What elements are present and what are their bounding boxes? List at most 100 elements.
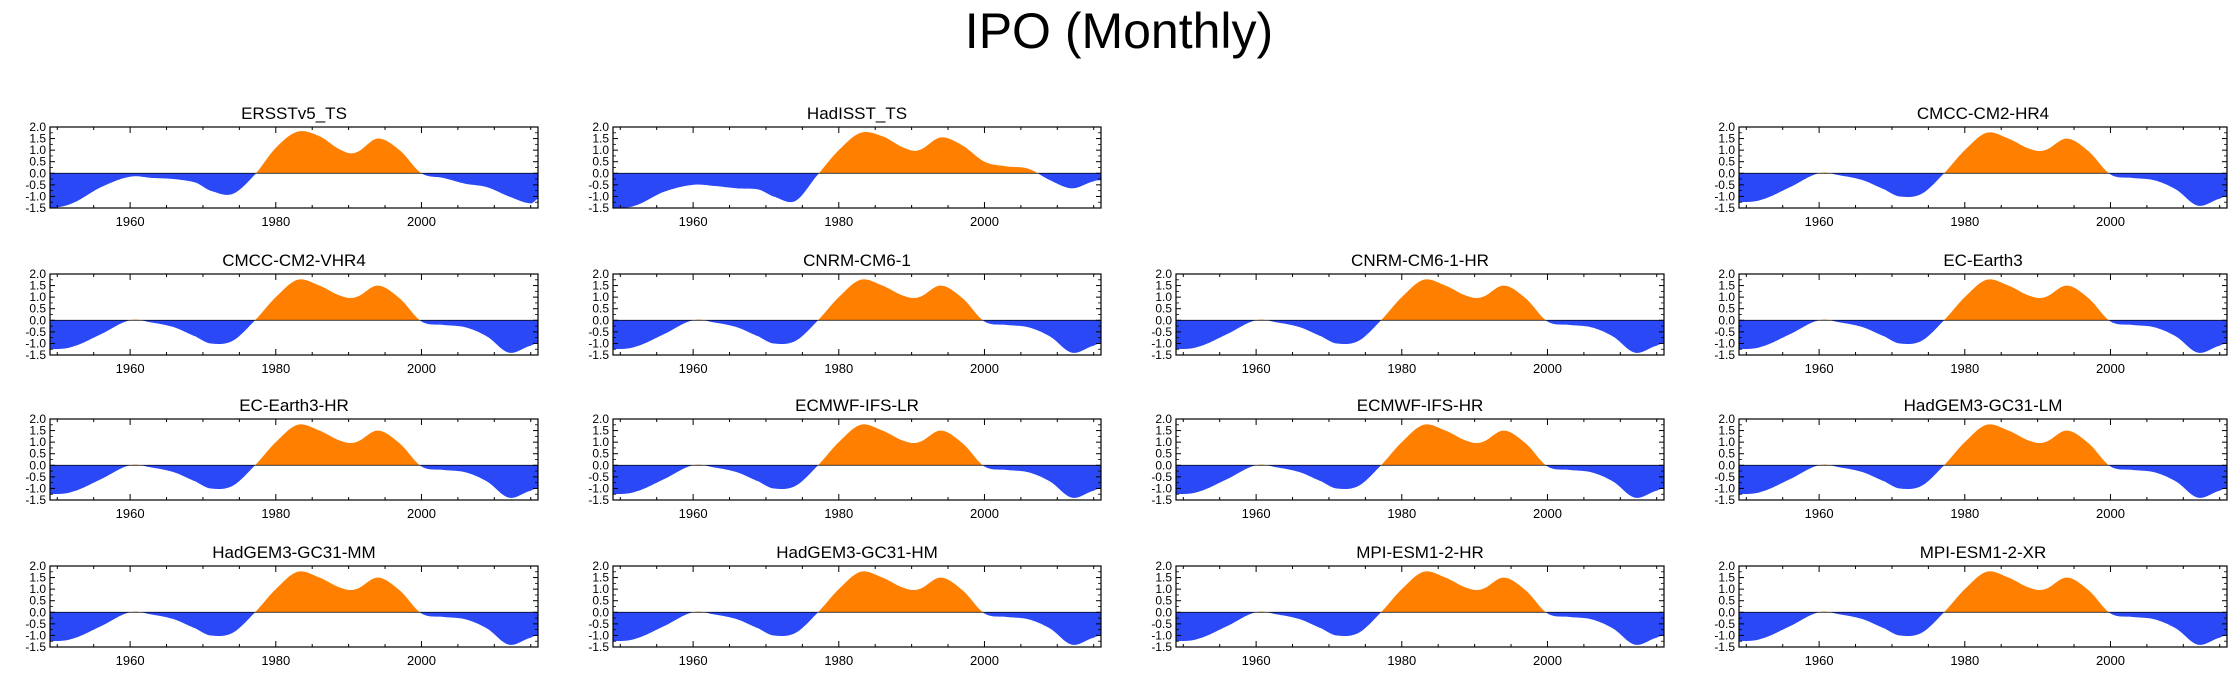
y-tick-label: 1.5: [1718, 279, 1735, 293]
y-tick-label: -1.5: [1714, 348, 1735, 362]
x-tick-label: 1960: [679, 361, 708, 376]
y-tick-label: 2.0: [1718, 559, 1735, 573]
y-tick-label: 0.5: [29, 155, 46, 169]
y-tick-label: -0.5: [25, 470, 46, 484]
y-tick-label: -1.5: [25, 640, 46, 654]
positive-area: [613, 571, 1101, 613]
y-tick-label: 1.5: [29, 132, 46, 146]
y-tick-label: 0.5: [592, 594, 609, 608]
page-title: IPO (Monthly): [964, 3, 1274, 59]
y-tick-label: -1.0: [1151, 336, 1172, 350]
negative-area: [613, 173, 1101, 208]
positive-area: [1176, 571, 1664, 613]
positive-area: [50, 424, 538, 466]
positive-area: [50, 131, 538, 174]
y-tick-label: 1.5: [29, 424, 46, 438]
y-tick-label: 2.0: [592, 120, 609, 134]
y-tick-label: 0.0: [1155, 313, 1172, 327]
positive-area: [50, 279, 538, 321]
y-tick-label: -0.5: [1714, 325, 1735, 339]
y-tick-label: -0.5: [1714, 470, 1735, 484]
y-tick-label: -1.5: [588, 348, 609, 362]
x-tick-label: 1980: [824, 214, 853, 229]
panel-title: ECMWF-IFS-LR: [795, 396, 919, 415]
x-tick-label: 1980: [261, 361, 290, 376]
x-tick-label: 1960: [116, 214, 145, 229]
x-tick-label: 1960: [1805, 506, 1834, 521]
y-tick-label: -1.5: [1714, 201, 1735, 215]
y-tick-label: 0.0: [1718, 313, 1735, 327]
y-tick-label: -0.5: [588, 325, 609, 339]
x-tick-label: 1960: [679, 506, 708, 521]
y-tick-label: -1.0: [25, 189, 46, 203]
y-tick-label: 1.0: [1718, 435, 1735, 449]
x-tick-label: 1960: [116, 506, 145, 521]
y-tick-label: -1.0: [588, 189, 609, 203]
y-tick-label: 0.0: [592, 166, 609, 180]
y-tick-label: 1.0: [29, 582, 46, 596]
x-tick-label: 1980: [824, 361, 853, 376]
negative-area: [1176, 612, 1664, 645]
panel-hadisst-ts: 1960 1980 2000 2.01.51.00.50.0-0.5-1.0-1.5 H…: [588, 104, 1102, 229]
x-tick-label: 1980: [1387, 361, 1416, 376]
y-tick-label: -1.0: [25, 628, 46, 642]
x-tick-label: 1980: [261, 653, 290, 668]
panel-title: CMCC-CM2-HR4: [1917, 104, 2049, 123]
y-tick-label: 1.0: [592, 290, 609, 304]
panel-mpi-esm1-2-hr: 1960 1980 2000 2.01.51.00.50.0-0.5-1.0-1.5 M…: [1151, 543, 1665, 668]
x-tick-label: 2000: [970, 653, 999, 668]
y-tick-label: -1.5: [25, 201, 46, 215]
x-tick-label: 1980: [1387, 506, 1416, 521]
y-tick-label: 1.0: [592, 435, 609, 449]
negative-area: [1176, 320, 1664, 353]
positive-area: [1739, 132, 2227, 174]
x-tick-label: 1980: [261, 506, 290, 521]
negative-area: [50, 465, 538, 498]
x-tick-label: 1980: [824, 506, 853, 521]
x-tick-label: 2000: [970, 506, 999, 521]
y-tick-label: 0.5: [1718, 594, 1735, 608]
y-tick-label: -0.5: [1151, 617, 1172, 631]
y-tick-label: 2.0: [29, 412, 46, 426]
panel-title: MPI-ESM1-2-XR: [1920, 543, 2047, 562]
y-tick-label: 1.0: [29, 290, 46, 304]
x-tick-label: 2000: [407, 214, 436, 229]
positive-area: [613, 132, 1101, 174]
y-tick-label: 2.0: [29, 267, 46, 281]
y-tick-label: -0.5: [1714, 617, 1735, 631]
x-tick-label: 1960: [679, 214, 708, 229]
panel-title: ECMWF-IFS-HR: [1357, 396, 1484, 415]
negative-area: [613, 320, 1101, 353]
y-tick-label: -1.5: [1151, 640, 1172, 654]
negative-area: [50, 612, 538, 645]
y-tick-label: 0.0: [592, 605, 609, 619]
y-tick-label: -0.5: [588, 470, 609, 484]
y-tick-label: 1.5: [592, 571, 609, 585]
y-tick-label: 0.5: [1155, 447, 1172, 461]
panel-ersstv5-ts: 1960 1980 2000 2.01.51.00.50.0-0.5-1.0-1.5 E…: [25, 104, 539, 229]
y-tick-label: -0.5: [25, 617, 46, 631]
panel-ecmwf-ifs-hr: 1960 1980 2000 2.01.51.00.50.0-0.5-1.0-1.5 E…: [1151, 396, 1665, 521]
y-tick-label: 0.0: [1155, 458, 1172, 472]
y-tick-label: 2.0: [592, 267, 609, 281]
y-tick-label: 1.5: [1155, 424, 1172, 438]
y-tick-label: 2.0: [592, 559, 609, 573]
y-tick-label: -1.5: [1714, 493, 1735, 507]
y-tick-label: 2.0: [1155, 412, 1172, 426]
y-tick-label: -1.0: [588, 481, 609, 495]
x-tick-label: 1980: [824, 653, 853, 668]
negative-area: [50, 320, 538, 353]
x-tick-label: 1960: [1242, 653, 1271, 668]
y-tick-label: 0.5: [29, 302, 46, 316]
x-tick-label: 1980: [1950, 214, 1979, 229]
panel-hadgem3-gc31-mm: 1960 1980 2000 2.01.51.00.50.0-0.5-1.0-1.5 H…: [25, 543, 539, 668]
x-tick-label: 2000: [2096, 214, 2125, 229]
y-tick-label: 0.5: [1155, 594, 1172, 608]
y-tick-label: 1.5: [592, 132, 609, 146]
y-tick-label: 1.0: [1718, 290, 1735, 304]
y-tick-label: 0.5: [29, 447, 46, 461]
x-tick-label: 2000: [2096, 361, 2125, 376]
positive-area: [1176, 424, 1664, 466]
x-tick-label: 2000: [1533, 506, 1562, 521]
